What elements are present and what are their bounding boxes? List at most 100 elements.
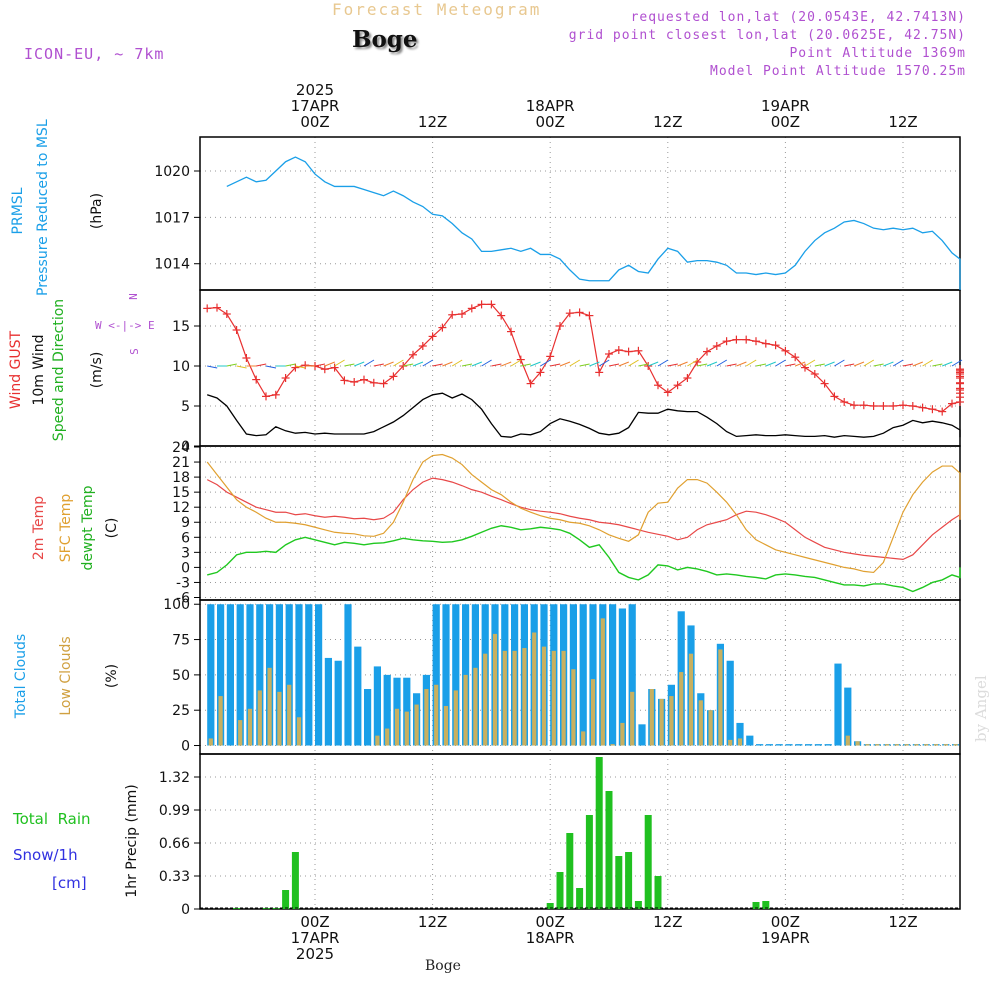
low-cloud-bar	[238, 720, 243, 746]
precip-snow-unit: [cm]	[52, 874, 87, 892]
low-cloud-bar	[649, 689, 654, 746]
wind-arrow	[912, 361, 923, 367]
total-cloud-bar	[315, 604, 323, 746]
wind-arrow	[422, 359, 434, 367]
total-cloud-bar	[628, 604, 636, 746]
bottom-ticks-label: 12Z	[393, 914, 473, 930]
time-tick-text: 00Z	[300, 113, 330, 131]
low-cloud-bar	[669, 696, 674, 746]
low-cloud-bar	[718, 649, 723, 746]
low-cloud-bar	[904, 744, 909, 746]
pressure-prmsl-line	[226, 156, 961, 290]
low-cloud-bar	[473, 667, 478, 746]
wind-arrow	[324, 361, 335, 367]
wind-10m-wind-line	[206, 392, 961, 438]
precip-ytick-label: 0.99	[159, 803, 190, 819]
low-cloud-bar	[679, 672, 684, 746]
wind-arrow	[530, 361, 541, 367]
total-cloud-bar	[442, 604, 450, 746]
wind-arrow	[403, 363, 414, 367]
wind-arrow	[648, 361, 659, 367]
total-cloud-bar	[383, 674, 391, 746]
time-tick-text: 00Z	[300, 913, 330, 931]
low-cloud-bar	[933, 744, 939, 746]
total-cloud-bar	[354, 646, 362, 746]
low-cloud-bar	[277, 691, 282, 746]
low-cloud-bar	[247, 708, 253, 746]
rain-bar	[546, 903, 554, 909]
time-tick-text: 12Z	[417, 913, 448, 931]
low-cloud-bar	[688, 653, 694, 746]
wind-arrow	[765, 361, 776, 367]
low-cloud-bar	[914, 744, 919, 746]
low-cloud-bar	[943, 744, 948, 746]
low-cloud-bar	[502, 650, 507, 746]
wind-arrow	[628, 359, 639, 367]
wind-arrow	[726, 363, 737, 367]
total-cloud-bar	[226, 604, 234, 746]
rain-bar	[595, 757, 603, 909]
low-cloud-bar	[453, 690, 458, 746]
wind-arrow	[687, 359, 698, 367]
low-cloud-bar	[924, 744, 929, 746]
low-cloud-bar	[708, 710, 713, 746]
time-tick-text: 12Z	[888, 113, 918, 131]
low-cloud-bar	[483, 653, 488, 746]
wind-arrow	[706, 361, 718, 367]
low-cloud-bar	[571, 669, 576, 746]
total-cloud-bar	[207, 604, 215, 746]
wind-arrow	[814, 363, 825, 367]
low-cloud-bar	[522, 648, 527, 746]
low-cloud-bar	[561, 650, 566, 746]
low-cloud-bar	[443, 705, 449, 746]
temp-2m-temp-line	[206, 477, 961, 560]
pressure-ytick-label: 1020	[154, 164, 190, 180]
rain-bar	[556, 872, 564, 909]
total-cloud-bar	[756, 744, 764, 746]
total-cloud-bar	[344, 604, 352, 746]
wind-arrow	[657, 359, 669, 367]
wind-arrow	[559, 361, 571, 367]
low-cloud-bar	[551, 650, 556, 746]
total-cloud-bar	[736, 722, 744, 746]
temp-ytick-label: -3	[176, 575, 190, 591]
temp-ytick-label: 6	[181, 530, 190, 546]
rain-bar	[762, 901, 770, 909]
rain-bar	[625, 852, 633, 909]
wind-arrow	[932, 363, 943, 367]
time-tick-text: 19APR	[760, 929, 810, 947]
wind-arrow	[745, 359, 757, 367]
temp-ytick-label: 21	[172, 455, 190, 471]
low-cloud-bar	[257, 690, 262, 746]
low-cloud-bar	[698, 700, 703, 746]
bottom-ticks-label: 12Z	[863, 914, 943, 930]
low-cloud-bar	[894, 744, 899, 746]
time-tick-text: 00Z	[770, 913, 801, 931]
wind-arrow	[853, 361, 865, 367]
time-tick-text: 17APR	[290, 97, 340, 115]
wind-arrow	[265, 365, 277, 369]
clouds-ytick-label: 75	[172, 633, 190, 649]
place-name: Boge	[352, 26, 418, 53]
wind-arrow	[892, 359, 904, 367]
low-cloud-bar	[845, 735, 850, 746]
wind-ytick-label: 0	[181, 439, 190, 455]
low-cloud-bar	[492, 633, 498, 746]
wind-arrow	[589, 361, 600, 367]
time-tick-text: 00Z	[770, 113, 801, 131]
pressure-frame	[199, 136, 961, 291]
wind-arrow	[461, 363, 473, 367]
wind-arrow	[226, 363, 237, 367]
wind-arrow	[550, 363, 561, 367]
wind-ytick-label: 15	[172, 319, 190, 335]
wind-arrow	[256, 363, 267, 367]
time-tick-text: 12Z	[888, 913, 918, 931]
total-cloud-bar	[795, 744, 803, 746]
low-cloud-bar	[855, 741, 860, 746]
low-cloud-bar	[532, 632, 537, 746]
time-tick-text: 2025	[295, 81, 335, 99]
total-cloud-bar	[364, 689, 372, 746]
total-cloud-bar	[246, 604, 254, 746]
total-cloud-bar	[324, 657, 332, 746]
